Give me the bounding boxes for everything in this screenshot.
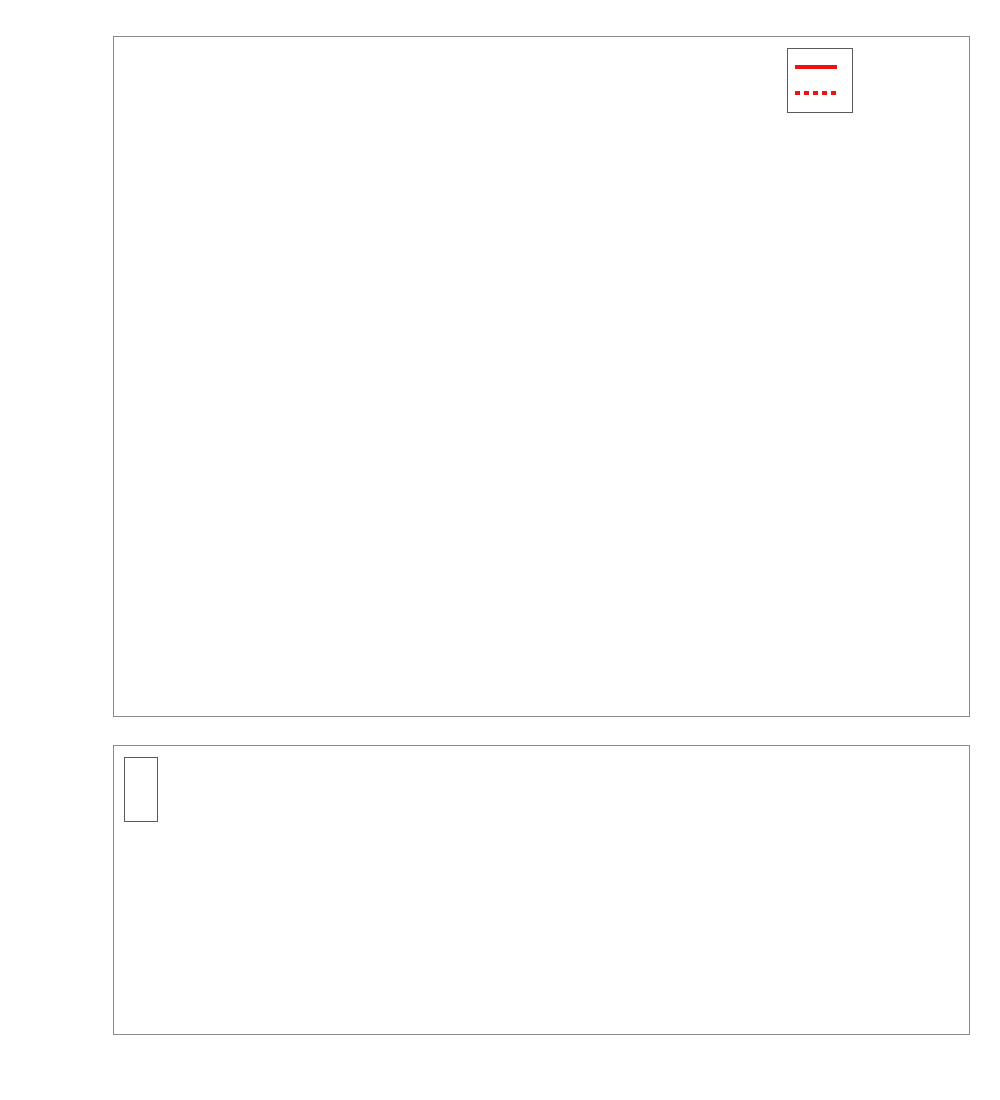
- dotted-line-icon: [795, 91, 837, 95]
- legend-item-available-ruptures: [132, 763, 149, 789]
- legend-item-participation: [795, 54, 844, 80]
- legend-item-utilized-ruptures: [132, 789, 149, 815]
- utilized-ruptures-color-icon: [132, 794, 143, 811]
- top-panel-curves: [114, 37, 969, 716]
- available-ruptures-color-icon: [132, 768, 143, 785]
- bottom-panel-bars: [114, 746, 969, 1034]
- solid-line-icon: [795, 65, 837, 69]
- legend-item-nucleation: [795, 80, 844, 106]
- cumulative-rate-plot: [113, 36, 970, 717]
- top-panel-legend: [787, 48, 853, 113]
- bottom-panel-legend: [124, 757, 158, 822]
- rupture-count-plot: [113, 745, 970, 1035]
